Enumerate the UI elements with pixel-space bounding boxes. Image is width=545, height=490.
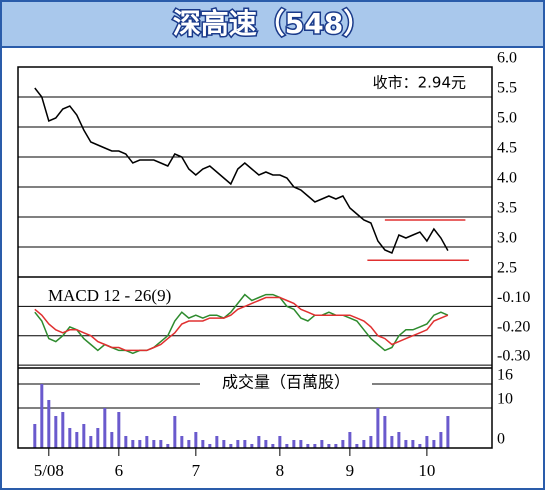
x-tick-label: 5/08 <box>34 461 64 480</box>
volume-bar <box>271 444 275 448</box>
volume-bar <box>320 440 324 448</box>
volume-bar <box>103 408 107 448</box>
volume-bar <box>432 440 436 448</box>
macd-title: MACD 12 - 26(9) <box>48 286 171 305</box>
y-tick-label: 5.5 <box>497 80 517 97</box>
volume-bar <box>208 444 212 448</box>
volume-bar <box>61 412 65 448</box>
volume-bar <box>292 440 296 448</box>
y-tick-label: 2.5 <box>497 260 517 277</box>
volume-bar <box>418 444 422 448</box>
volume-bar <box>439 432 443 448</box>
volume-bar <box>145 436 149 448</box>
close-annotation: 收市：2.94元 <box>373 74 466 92</box>
volume-bar <box>425 436 429 448</box>
y-tick-label: -0.30 <box>497 348 530 365</box>
volume-bar <box>446 416 450 448</box>
title-bar <box>0 0 545 48</box>
volume-bar <box>257 436 261 448</box>
volume-bar <box>264 440 268 448</box>
volume-bar <box>187 440 191 448</box>
volume-bar <box>369 436 373 448</box>
volume-bar <box>124 436 128 448</box>
volume-bar <box>159 440 163 448</box>
label-bg <box>200 372 372 394</box>
volume-bar <box>313 444 317 448</box>
x-tick-label: 10 <box>418 461 435 480</box>
volume-bar <box>201 440 205 448</box>
volume-bar <box>82 424 86 448</box>
volume-bar <box>229 444 233 448</box>
volume-bar <box>355 444 359 448</box>
volume-bar <box>131 440 135 448</box>
y-tick-label: 10 <box>497 391 513 408</box>
volume-bar <box>33 424 37 448</box>
y-tick-label: 3.5 <box>497 200 517 217</box>
x-tick-label: 8 <box>276 461 285 480</box>
volume-bar <box>404 440 408 448</box>
y-tick-label: 4.5 <box>497 140 517 157</box>
volume-bar <box>47 400 51 448</box>
volume-bar <box>138 440 142 448</box>
y-tick-label: 5.0 <box>497 110 517 127</box>
volume-title: 成交量（百萬股） <box>222 373 350 392</box>
volume-bar <box>348 432 352 448</box>
plot-border <box>17 66 493 449</box>
volume-bar <box>89 436 93 448</box>
volume-bar <box>278 436 282 448</box>
volume-bar <box>285 444 289 448</box>
y-tick-label: 4.0 <box>497 170 517 187</box>
volume-bar <box>411 440 415 448</box>
volume-bar <box>117 412 121 448</box>
volume-bar <box>376 408 380 448</box>
volume-bar <box>327 444 331 448</box>
y-tick-label: 0 <box>497 431 505 448</box>
volume-bar <box>152 440 156 448</box>
volume-bar <box>173 416 177 448</box>
volume-bar <box>222 440 226 448</box>
series-line <box>34 296 449 352</box>
y-tick-label: -0.20 <box>497 318 530 335</box>
x-tick-label: 6 <box>115 461 124 480</box>
volume-bar <box>166 444 170 448</box>
volume-bar <box>68 428 72 448</box>
volume-bar <box>341 440 345 448</box>
volume-bar <box>194 432 198 448</box>
volume-bar <box>334 444 338 448</box>
volume-bar <box>250 444 254 448</box>
volume-bar <box>180 436 184 448</box>
volume-bar <box>306 444 310 448</box>
volume-bar <box>96 428 100 448</box>
volume-bar <box>243 440 247 448</box>
y-tick-label: -0.10 <box>497 289 530 306</box>
series-line <box>34 87 449 254</box>
x-tick-label: 7 <box>192 461 201 480</box>
volume-bar <box>215 436 219 448</box>
volume-bar <box>390 436 394 448</box>
y-tick-label: 16 <box>497 367 513 384</box>
volume-bar <box>397 432 401 448</box>
series-line <box>34 293 449 355</box>
volume-bar <box>383 416 387 448</box>
y-tick-label: 3.0 <box>497 230 517 247</box>
volume-bar <box>54 416 58 448</box>
x-tick-label: 9 <box>346 461 355 480</box>
volume-bar <box>236 440 240 448</box>
volume-bar <box>75 432 79 448</box>
volume-bar <box>110 432 114 448</box>
volume-bar <box>299 440 303 448</box>
volume-bar <box>40 384 44 448</box>
y-tick-label: 6.0 <box>497 50 517 67</box>
chart-title: 深高速（548） <box>173 7 371 40</box>
volume-bar <box>362 440 366 448</box>
